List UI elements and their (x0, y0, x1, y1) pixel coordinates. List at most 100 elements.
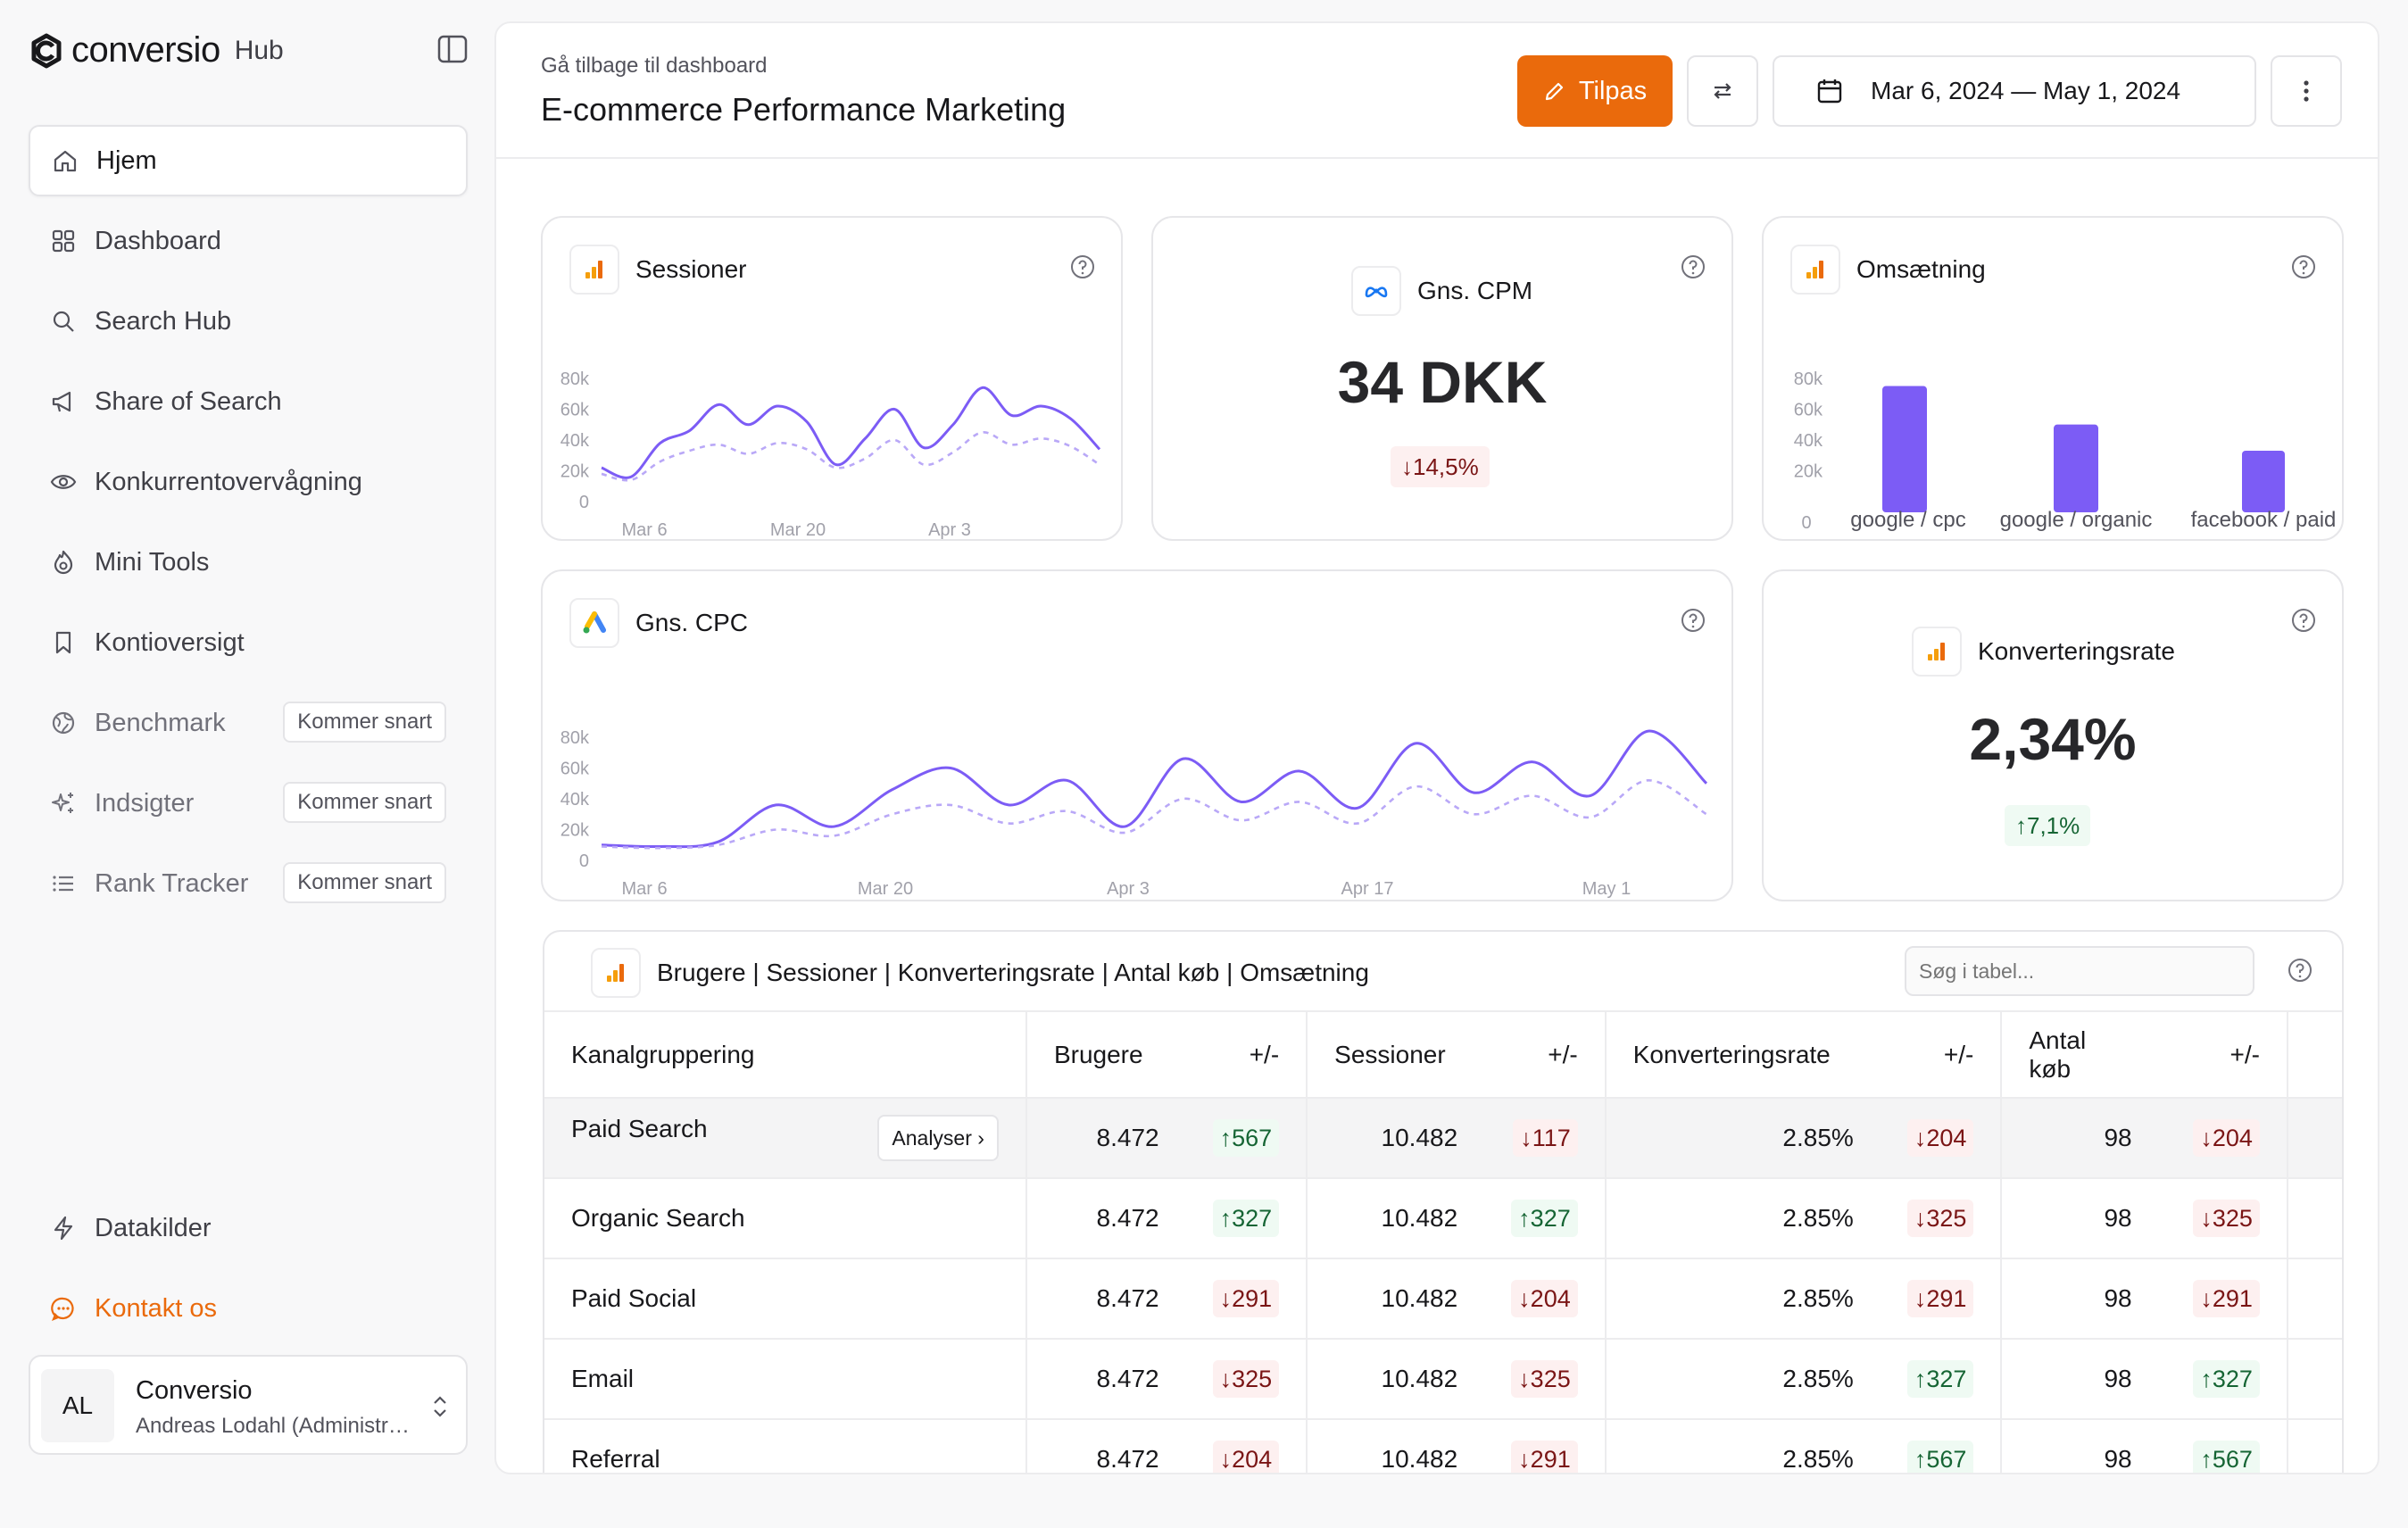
user-switcher[interactable]: AL Conversio Andreas Lodahl (Administrat… (29, 1355, 468, 1455)
delta-chip: ↑327 (1511, 1200, 1578, 1237)
column-header[interactable]: +/- (1185, 1012, 1308, 1099)
sidebar-toggle-icon[interactable] (437, 34, 468, 64)
customize-button[interactable]: Tilpas (1517, 55, 1673, 127)
help-icon[interactable] (1680, 253, 1706, 280)
column-header[interactable]: +/- (1880, 1012, 2002, 1099)
nav-item-search-hub[interactable]: Search Hub (29, 286, 468, 357)
column-header[interactable]: +/- (1484, 1012, 1606, 1099)
card-omsaetning: Omsætning 20k 40k 60k 80k 0 google / cpc googl… (1762, 216, 2344, 541)
konv-cell: 2.85% (1604, 1419, 1881, 1473)
nav-item-rank-tracker[interactable]: Rank Tracker Kommer snart (29, 848, 468, 919)
column-header[interactable]: +/- (2158, 1012, 2288, 1099)
help-icon[interactable] (2290, 253, 2317, 280)
table-row[interactable]: Email 8.472 ↓325 10.482 ↓325 2.85% ↑327 98 ↑327 (544, 1339, 2342, 1420)
analyse-label: Analyser (892, 1126, 972, 1150)
column-header[interactable]: Brugere (1025, 1012, 1186, 1099)
arrow-up-icon: ↑ (2200, 1446, 2213, 1473)
delta-value: 7,1% (2027, 812, 2080, 839)
nav-item-kontioversigt[interactable]: Kontioversigt (29, 607, 468, 678)
delta-value: 567 (1232, 1125, 1273, 1151)
table-row[interactable]: Organic Search 8.472 ↑327 10.482 ↑327 2.85% ↓3… (544, 1178, 2342, 1259)
nav-item-benchmark[interactable]: Benchmark Kommer snart (29, 687, 468, 759)
brugere-delta-cell: ↑567 (1185, 1098, 1308, 1179)
nav-item-indsigter[interactable]: Indsigter Kommer snart (29, 768, 468, 839)
google-analytics-icon (1790, 245, 1840, 295)
brand-suffix: Hub (234, 35, 284, 65)
delta-value: 204 (1530, 1285, 1571, 1312)
main-panel: Gå tilbage til dashboard E-commerce Perf… (494, 21, 2379, 1474)
column-header[interactable]: Antal køb (2000, 1012, 2159, 1099)
card-title: Omsætning (1790, 245, 1986, 295)
nav-item-dashboard[interactable]: Dashboard (29, 205, 468, 277)
konv-cell: 2.85% (1604, 1178, 1881, 1259)
brugere-delta-cell: ↑327 (1185, 1178, 1308, 1259)
nav-item-konkurrentovervågning[interactable]: Konkurrentovervågning (29, 446, 468, 518)
main-nav: Hjem Dashboard Search Hub Share of Search Ko… (29, 125, 468, 928)
card-title: Gns. CPC (569, 598, 748, 648)
delta-chip: ↓291 (1212, 1280, 1280, 1317)
koeb-cell: 98 (2000, 1419, 2159, 1473)
nav-label: Share of Search (95, 386, 282, 416)
calendar-icon (1817, 79, 1842, 104)
help-icon[interactable] (2290, 607, 2317, 634)
konv-cell: 2.85% (1604, 1258, 1881, 1340)
nav-item-hjem[interactable]: Hjem (29, 125, 468, 196)
brand-name: conversio (71, 30, 220, 70)
x-category-label: facebook / paid (2191, 508, 2337, 532)
swap-arrows-icon (1714, 83, 1731, 99)
table-row[interactable]: Referral 8.472 ↓204 10.482 ↓291 2.85% ↑567 98 ↑5… (544, 1419, 2342, 1473)
back-link[interactable]: Gå tilbage til dashboard (541, 54, 768, 78)
konv-cell: 2.85% (1604, 1339, 1881, 1420)
analyse-button[interactable]: Analyser › (877, 1115, 999, 1161)
table-row[interactable]: Paid Social 8.472 ↓291 10.482 ↓204 2.85% ↓291 9… (544, 1258, 2342, 1340)
eye-icon (50, 475, 77, 489)
konv-delta-cell: ↓325 (1880, 1178, 2002, 1259)
x-tick-label: May 1 (1582, 879, 1631, 898)
column-header[interactable]: Konverteringsrate (1604, 1012, 1881, 1099)
help-icon[interactable] (1069, 253, 1096, 280)
y-tick-label: 60k (560, 760, 590, 779)
y-tick-label: 40k (560, 431, 590, 451)
google-analytics-icon (569, 245, 619, 295)
sessioner-line-chart: 0 20k 40k 60k 80k Mar 6 Mar 20 Apr 3 (560, 370, 1101, 539)
delta-chip: ↓291 (1906, 1280, 1974, 1317)
arrow-down-icon: ↓ (1520, 1125, 1532, 1151)
table-row[interactable]: Paid Search Analyser › 8.472 ↑567 10.482 ↓117… (544, 1098, 2342, 1179)
nav-item-kontakt[interactable]: Kontakt os (29, 1273, 468, 1344)
delta-chip: ↑327 (2193, 1360, 2260, 1398)
konv-cell: 2.85% (1604, 1098, 1881, 1179)
delta-value: 327 (2212, 1366, 2253, 1392)
help-icon[interactable] (2287, 957, 2313, 984)
channel-name: Organic Search (571, 1204, 745, 1232)
konv-delta-cell: ↑567 (1880, 1419, 2002, 1473)
search-icon (53, 311, 74, 332)
delta-value: 291 (1926, 1285, 1967, 1312)
nav-label: Kontioversigt (95, 627, 245, 657)
card-title-label: Konverteringsrate (1978, 637, 2176, 665)
column-spacer (2286, 1012, 2342, 1099)
nav-label: Indsigter (95, 788, 195, 818)
logo[interactable]: conversio Hub (30, 30, 284, 71)
help-icon[interactable] (1680, 607, 1706, 634)
koeb-cell: 98 (2000, 1258, 2159, 1340)
nav-label: Konkurrentovervågning (95, 467, 362, 496)
delta-value: 567 (2212, 1446, 2253, 1473)
nav-item-share-of-search[interactable]: Share of Search (29, 366, 468, 437)
channel-cell: Organic Search (544, 1178, 1026, 1259)
date-range-picker[interactable]: Mar 6, 2024 — May 1, 2024 (1773, 55, 2256, 127)
compare-button[interactable] (1687, 55, 1758, 127)
delta-chip: ↓325 (2193, 1200, 2260, 1237)
card-title: Gns. CPM (1351, 266, 1532, 316)
koeb-delta-cell: ↓325 (2158, 1178, 2288, 1259)
delta-chip: ↑567 (2193, 1441, 2260, 1473)
sparkles-icon (52, 793, 73, 813)
nav-item-mini-tools[interactable]: Mini Tools (29, 527, 468, 598)
column-header[interactable]: Kanalgruppering (544, 1012, 1026, 1099)
arrow-up-icon: ↑ (1914, 1446, 1927, 1473)
nav-item-datakilder[interactable]: Datakilder (29, 1192, 468, 1264)
more-options-button[interactable] (2271, 55, 2342, 127)
sessioner-cell: 10.482 (1306, 1419, 1485, 1473)
column-header[interactable]: Sessioner (1306, 1012, 1485, 1099)
arrow-up-icon: ↑ (1914, 1366, 1927, 1392)
table-search-input[interactable] (1905, 946, 2254, 996)
